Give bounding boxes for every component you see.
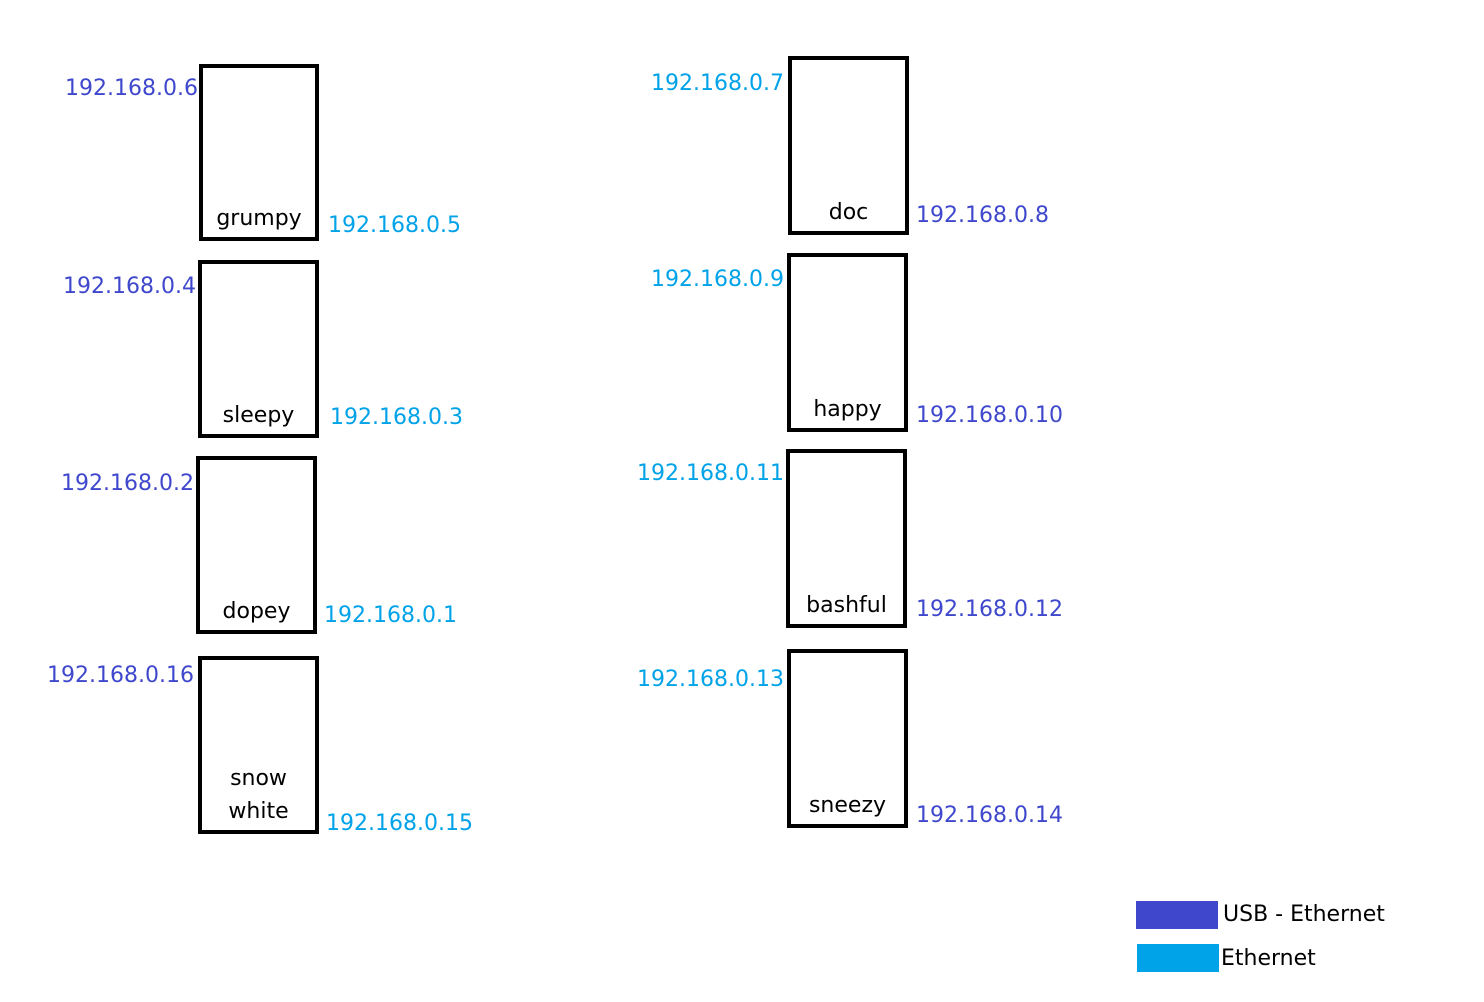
eth-ip-happy: 192.168.0.9 <box>651 267 784 292</box>
node-happy: happy <box>787 253 908 432</box>
node-sneezy: sneezy <box>787 649 908 828</box>
node-label-snow-white: snow white <box>228 766 289 824</box>
node-bashful: bashful <box>786 449 907 628</box>
eth-ip-doc: 192.168.0.7 <box>651 71 784 96</box>
eth-ip-sneezy: 192.168.0.13 <box>637 667 784 692</box>
usb-ip-dopey: 192.168.0.2 <box>61 471 194 496</box>
usb-ip-happy: 192.168.0.10 <box>916 403 1063 428</box>
node-label-happy: happy <box>813 397 882 422</box>
node-label-dopey: dopey <box>222 599 291 624</box>
eth-ip-grumpy: 192.168.0.5 <box>328 213 461 238</box>
legend-label-ethernet: Ethernet <box>1221 946 1316 971</box>
node-label-bashful: bashful <box>806 593 887 618</box>
eth-ip-sleepy: 192.168.0.3 <box>330 405 463 430</box>
legend-swatch-usb-ethernet <box>1136 901 1218 929</box>
usb-ip-doc: 192.168.0.8 <box>916 203 1049 228</box>
node-grumpy: grumpy <box>199 64 319 241</box>
legend-label-usb-ethernet: USB - Ethernet <box>1223 902 1385 927</box>
eth-ip-bashful: 192.168.0.11 <box>637 461 784 486</box>
node-label-sleepy: sleepy <box>222 403 295 428</box>
node-sleepy: sleepy <box>198 260 319 438</box>
node-label-grumpy: grumpy <box>216 206 302 231</box>
usb-ip-sleepy: 192.168.0.4 <box>63 274 196 299</box>
node-doc: doc <box>788 56 909 235</box>
node-snow-white: snow white <box>198 656 319 834</box>
legend-swatch-ethernet <box>1137 944 1219 972</box>
eth-ip-dopey: 192.168.0.1 <box>324 603 457 628</box>
usb-ip-snow-white: 192.168.0.16 <box>47 663 194 688</box>
usb-ip-grumpy: 192.168.0.6 <box>65 76 198 101</box>
node-dopey: dopey <box>196 456 317 634</box>
eth-ip-snow-white: 192.168.0.15 <box>326 811 473 836</box>
node-label-doc: doc <box>828 200 869 225</box>
node-label-sneezy: sneezy <box>808 793 887 818</box>
usb-ip-sneezy: 192.168.0.14 <box>916 803 1063 828</box>
usb-ip-bashful: 192.168.0.12 <box>916 597 1063 622</box>
